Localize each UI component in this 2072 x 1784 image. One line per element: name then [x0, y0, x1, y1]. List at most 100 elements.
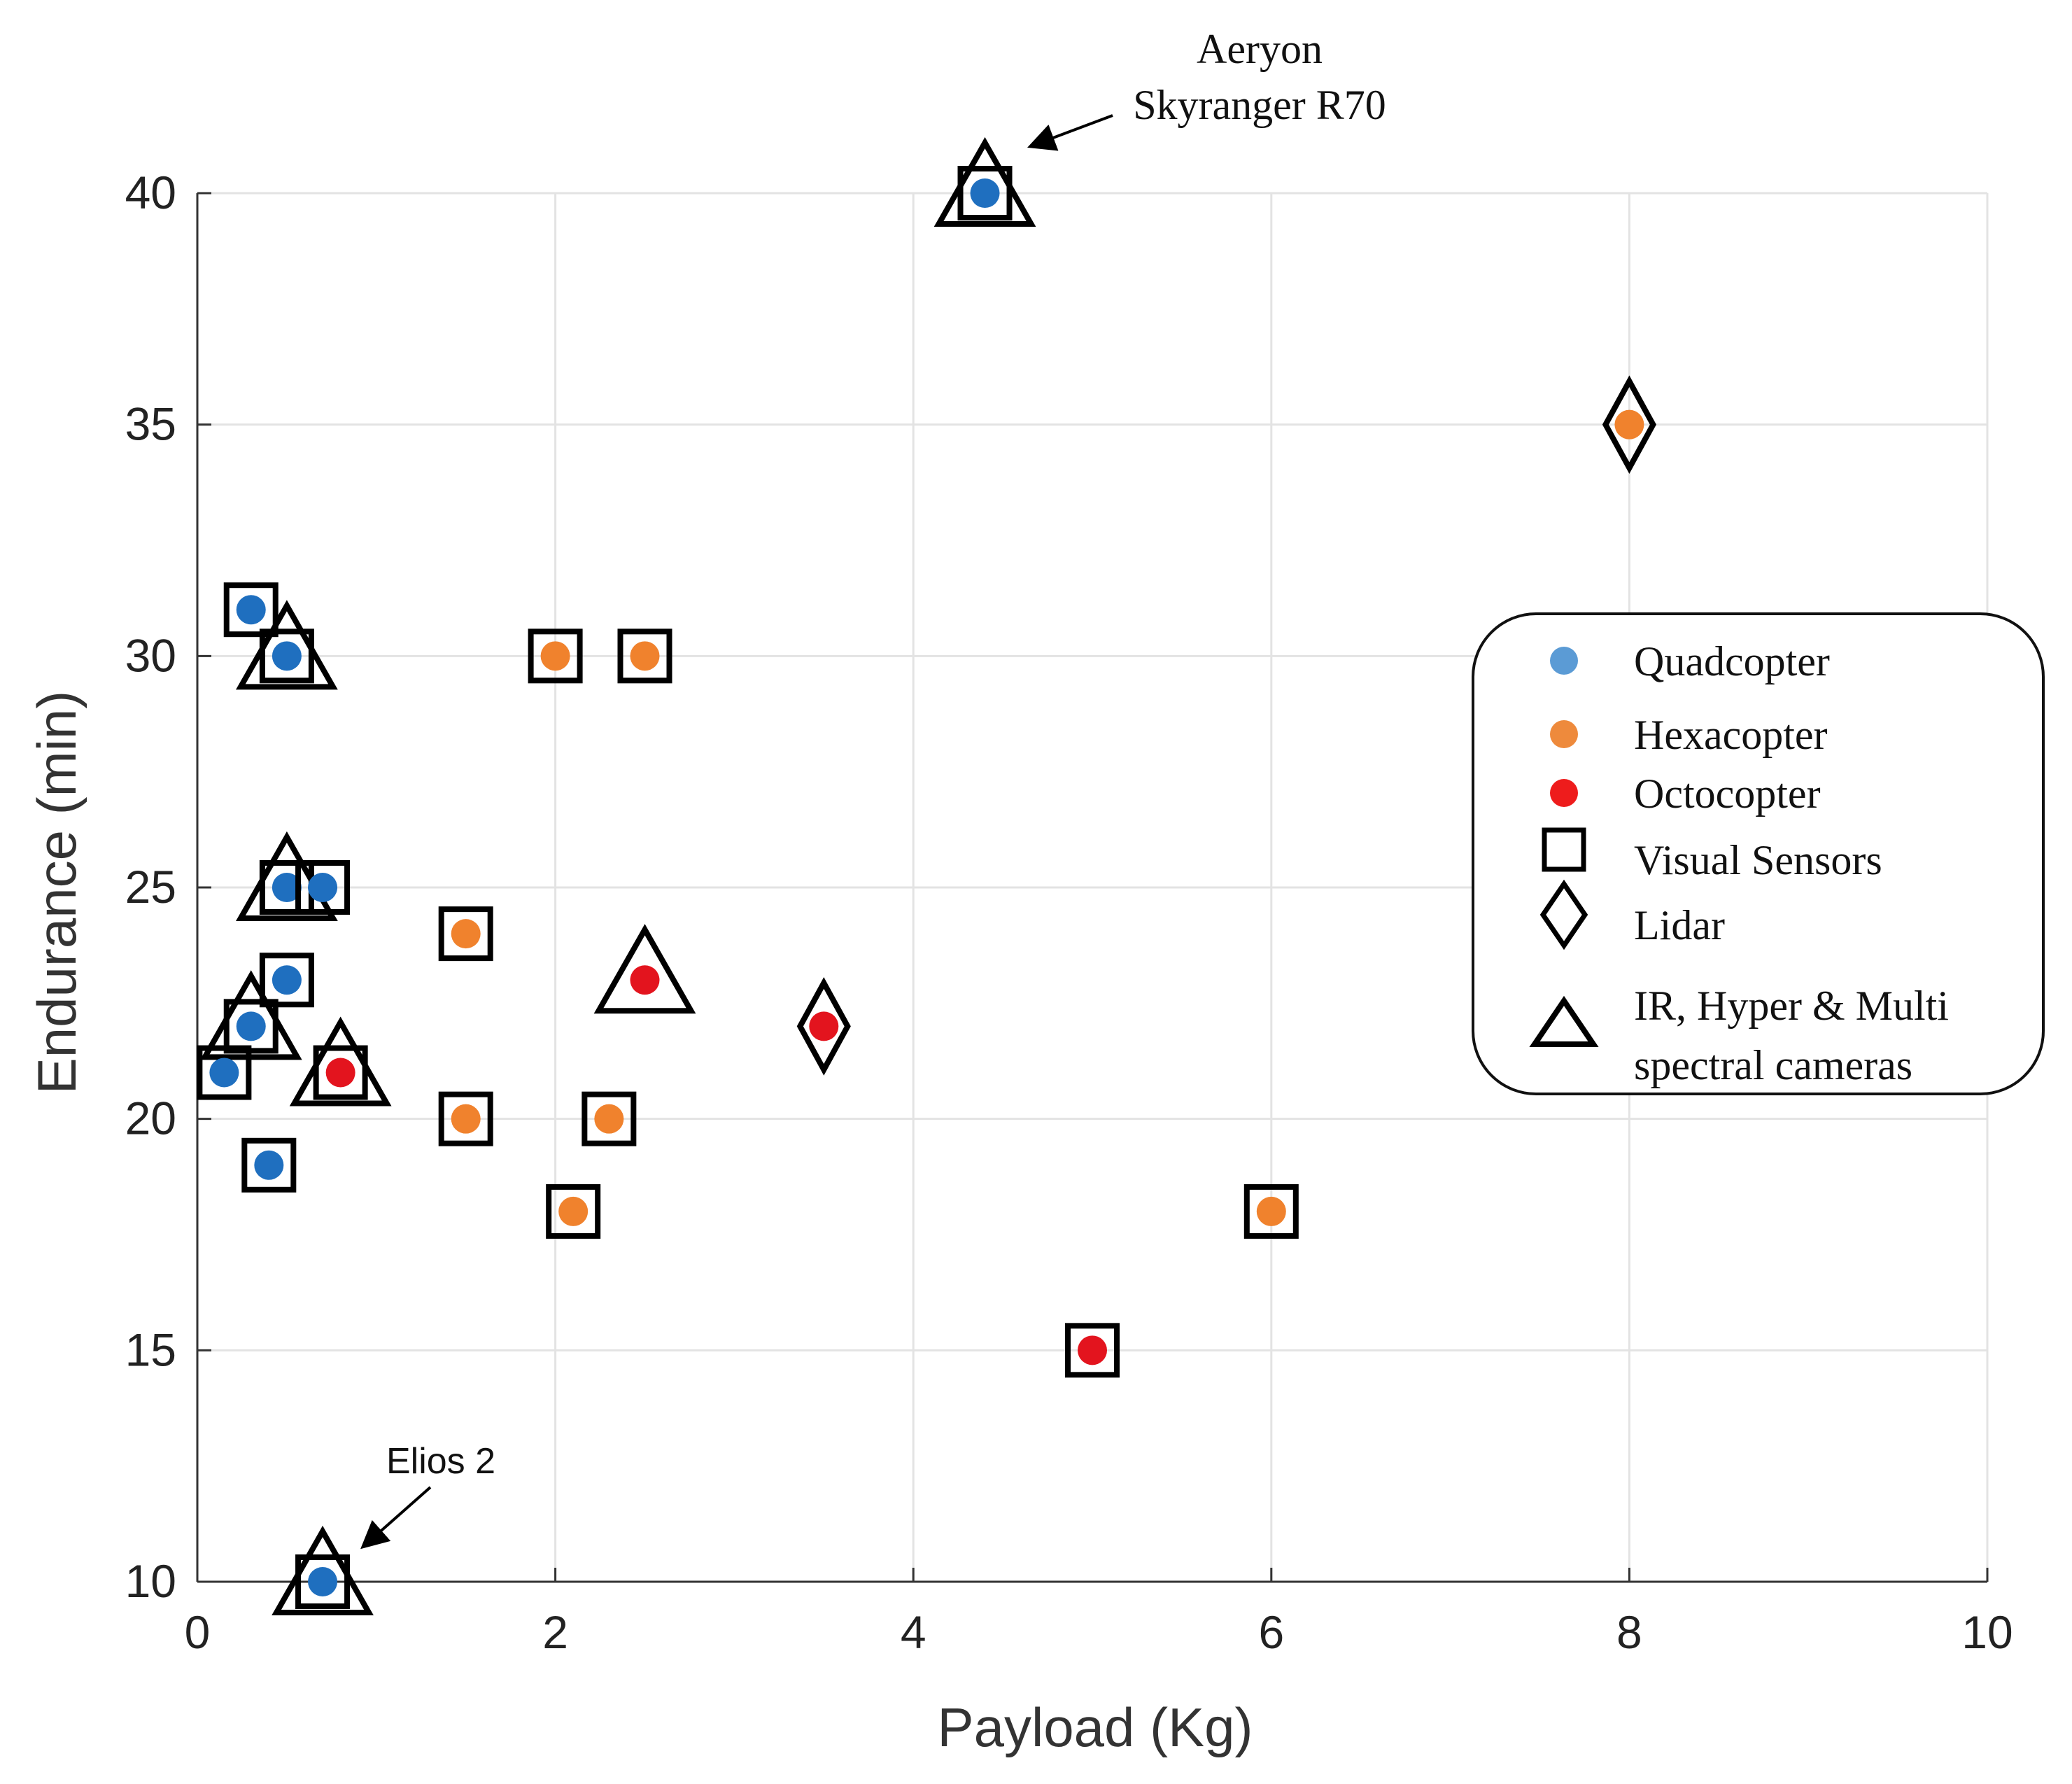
square-marker — [295, 860, 351, 915]
tick-labels: 0 2 4 6 8 10 10 15 20 25 30 35 40 — [125, 167, 2013, 1658]
x-tick-label: 8 — [1616, 1606, 1642, 1658]
dot-marker — [272, 641, 302, 671]
dot-marker — [630, 641, 660, 671]
dot-marker — [809, 1011, 839, 1041]
square-marker — [957, 166, 1013, 220]
legend-item-dot: Hexacopter — [1550, 712, 1828, 758]
y-tick-label: 30 — [125, 629, 176, 681]
legend-label: IR, Hyper & Multi — [1634, 983, 1949, 1029]
dot-marker — [272, 873, 302, 902]
x-tick-label: 2 — [542, 1606, 568, 1658]
data-point-quadcopter — [295, 860, 351, 915]
square-marker — [528, 628, 583, 684]
dot-marker — [236, 595, 266, 625]
legend-item-square: Visual Sensors — [1542, 827, 1882, 883]
dot-marker — [594, 1104, 624, 1134]
data-point-quadcopter — [223, 582, 279, 638]
data-point-hexacopter — [1602, 375, 1656, 474]
dot-marker — [254, 1150, 284, 1180]
legend-box — [1472, 612, 2045, 1095]
dot-marker — [1078, 1335, 1107, 1365]
diamond-marker — [796, 977, 851, 1076]
square-marker — [241, 1137, 297, 1193]
dot-marker — [1550, 647, 1578, 675]
legend-label: spectral cameras — [1634, 1042, 1912, 1088]
square-marker — [1065, 1323, 1120, 1378]
diamond-marker — [1602, 375, 1656, 474]
square-marker — [259, 953, 314, 1008]
dot-marker — [308, 1567, 338, 1596]
dot-marker — [451, 919, 481, 949]
data-point-hexacopter — [1243, 1184, 1299, 1239]
data-point-quadcopter — [259, 953, 314, 1008]
dot-marker — [540, 641, 570, 671]
data-point-octocopter — [1065, 1323, 1120, 1378]
triangle-marker — [236, 831, 338, 921]
annotation: Aeryon Skyranger R70 — [1027, 26, 1386, 151]
annotation-label: Skyranger R70 — [1133, 82, 1386, 128]
data-point-quadcopter — [236, 600, 338, 690]
data-point-hexacopter — [582, 1091, 637, 1146]
x-tick-label: 4 — [901, 1606, 926, 1658]
triangle-marker — [593, 924, 696, 1014]
square-marker — [295, 1554, 351, 1609]
square-marker — [617, 628, 672, 684]
square-marker — [546, 1184, 601, 1239]
data-point-hexacopter — [546, 1184, 601, 1239]
annotation: Elios 2 — [360, 1441, 495, 1550]
data-points — [197, 136, 1656, 1615]
annotation-arrow — [1027, 114, 1113, 151]
triangle-marker — [289, 1016, 392, 1107]
y-tick-label: 40 — [125, 167, 176, 218]
x-tick-label: 6 — [1258, 1606, 1284, 1658]
data-point-hexacopter — [528, 628, 583, 684]
square-marker — [197, 1045, 252, 1100]
data-point-quadcopter — [933, 136, 1036, 227]
legend-triangle-icon — [1529, 995, 1599, 1047]
data-point-hexacopter — [617, 628, 672, 684]
dot-marker — [1550, 720, 1578, 748]
legend-item-diamond: Lidar — [1539, 879, 1725, 950]
dot-marker — [308, 873, 338, 902]
dot-marker — [630, 965, 660, 995]
annotation-label: Aeryon — [1197, 26, 1323, 72]
legend-diamond-icon — [1539, 879, 1588, 950]
dot-marker — [1550, 779, 1578, 807]
legend-item-dot: Quadcopter — [1550, 638, 1830, 684]
square-marker — [313, 1045, 368, 1100]
legend-label: Quadcopter — [1634, 638, 1830, 684]
data-point-quadcopter — [272, 1525, 374, 1615]
data-point-octocopter — [593, 924, 696, 1014]
legend-square-icon — [1542, 827, 1586, 872]
x-tick-label: 0 — [185, 1606, 211, 1658]
y-tick-label: 10 — [125, 1555, 176, 1607]
annotation-arrow — [360, 1486, 432, 1550]
data-point-hexacopter — [438, 906, 493, 962]
triangle-marker — [272, 1525, 374, 1615]
square-marker — [582, 1091, 637, 1146]
square-marker — [438, 1091, 493, 1146]
y-tick-label: 15 — [125, 1323, 176, 1375]
annotation-label: Elios 2 — [386, 1441, 495, 1482]
y-tick-label: 25 — [125, 861, 176, 913]
dot-marker — [209, 1058, 239, 1088]
dot-marker — [970, 178, 1000, 208]
dot-marker — [1256, 1196, 1286, 1226]
data-point-quadcopter — [241, 1137, 297, 1193]
data-point-octocopter — [796, 977, 851, 1076]
y-tick-label: 35 — [125, 398, 176, 450]
square-marker — [259, 628, 314, 684]
legend-label: Visual Sensors — [1634, 837, 1882, 883]
triangle-marker — [236, 600, 338, 690]
data-point-hexacopter — [438, 1091, 493, 1146]
triangle-marker — [933, 136, 1036, 227]
annotations: Aeryon Skyranger R70 Elios 2 — [360, 26, 1386, 1550]
dot-marker — [325, 1058, 355, 1088]
dot-marker — [272, 965, 302, 995]
square-marker — [223, 582, 279, 638]
dot-marker — [451, 1104, 481, 1134]
axes — [196, 192, 1989, 1583]
x-tick-label: 10 — [1961, 1606, 2013, 1658]
x-axis-title: Payload (Kg) — [938, 1697, 1253, 1758]
